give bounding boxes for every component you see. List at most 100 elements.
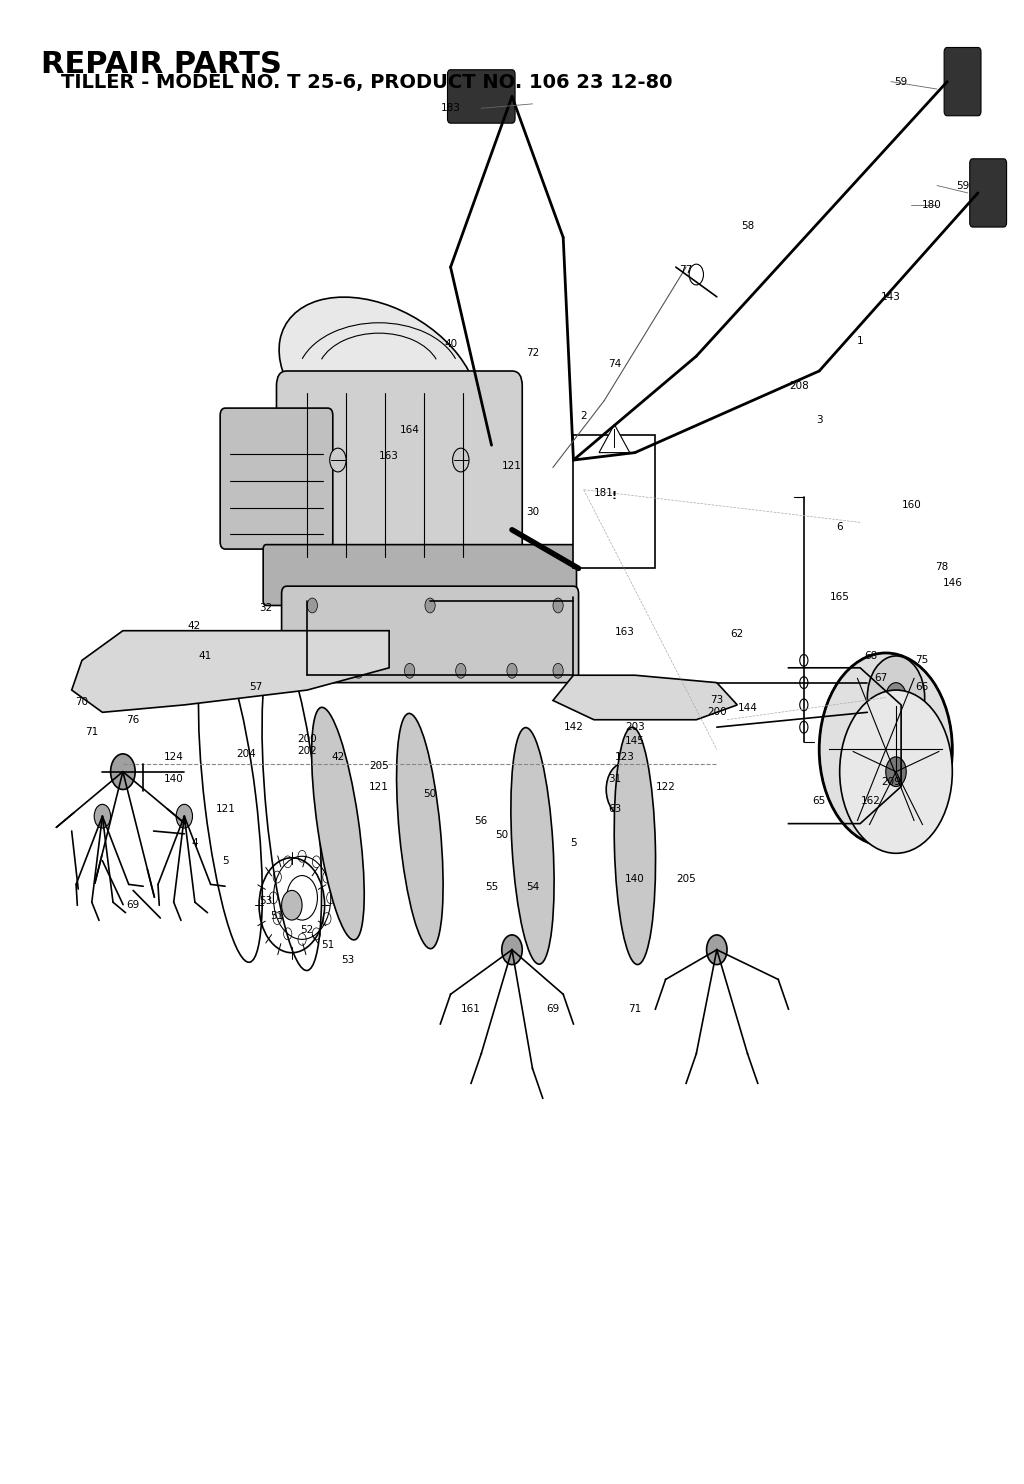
Circle shape — [94, 804, 111, 828]
Text: 71: 71 — [86, 727, 98, 736]
Circle shape — [867, 656, 925, 739]
Text: 200: 200 — [707, 708, 727, 717]
Ellipse shape — [396, 714, 443, 948]
Text: 202: 202 — [297, 746, 317, 755]
Text: 50: 50 — [496, 831, 508, 840]
Polygon shape — [599, 424, 630, 453]
Text: 183: 183 — [440, 104, 461, 113]
Text: 30: 30 — [526, 508, 539, 516]
Text: 59: 59 — [895, 77, 907, 86]
Text: 162: 162 — [860, 797, 881, 806]
Text: 42: 42 — [188, 622, 201, 631]
FancyBboxPatch shape — [276, 371, 522, 579]
Text: 123: 123 — [614, 752, 635, 761]
Text: 204: 204 — [236, 749, 256, 758]
Text: 180: 180 — [922, 200, 942, 209]
Text: 164: 164 — [399, 426, 420, 435]
Ellipse shape — [311, 708, 365, 939]
Text: 205: 205 — [676, 874, 696, 883]
Circle shape — [507, 663, 517, 678]
Circle shape — [606, 763, 643, 816]
Text: 63: 63 — [608, 804, 621, 813]
Text: 51: 51 — [322, 941, 334, 950]
Circle shape — [307, 598, 317, 613]
Polygon shape — [553, 675, 737, 720]
Text: 58: 58 — [741, 221, 754, 230]
Text: TILLER - MODEL NO. T 25-6, PRODUCT NO. 106 23 12-80: TILLER - MODEL NO. T 25-6, PRODUCT NO. 1… — [61, 73, 673, 92]
Text: 160: 160 — [901, 500, 922, 509]
Text: 56: 56 — [475, 816, 487, 825]
Text: 200: 200 — [297, 735, 317, 743]
Text: 53: 53 — [342, 956, 354, 965]
Circle shape — [840, 690, 952, 853]
Text: 165: 165 — [829, 592, 850, 601]
Polygon shape — [72, 631, 389, 712]
Text: 209: 209 — [881, 778, 901, 787]
Text: 69: 69 — [547, 1005, 559, 1014]
Text: 70: 70 — [76, 697, 88, 706]
Text: REPAIR PARTS: REPAIR PARTS — [41, 50, 282, 80]
Circle shape — [453, 448, 469, 472]
Text: 121: 121 — [215, 804, 236, 813]
Ellipse shape — [280, 297, 478, 460]
Text: 67: 67 — [874, 674, 887, 683]
FancyBboxPatch shape — [970, 159, 1007, 227]
Text: 31: 31 — [608, 775, 621, 784]
Text: 140: 140 — [164, 775, 184, 784]
Circle shape — [800, 654, 808, 666]
Circle shape — [111, 754, 135, 789]
Circle shape — [800, 677, 808, 689]
Text: 205: 205 — [369, 761, 389, 770]
Circle shape — [707, 935, 727, 965]
Text: 65: 65 — [813, 797, 825, 806]
Circle shape — [353, 663, 364, 678]
FancyBboxPatch shape — [282, 586, 579, 683]
Text: 50: 50 — [424, 789, 436, 798]
Text: 5: 5 — [570, 838, 577, 847]
Circle shape — [553, 663, 563, 678]
Text: 53: 53 — [260, 896, 272, 905]
Circle shape — [873, 732, 898, 767]
Text: 161: 161 — [461, 1005, 481, 1014]
Text: 54: 54 — [526, 883, 539, 892]
Text: 74: 74 — [608, 359, 621, 368]
Circle shape — [176, 804, 193, 828]
Circle shape — [307, 663, 317, 678]
Circle shape — [800, 721, 808, 733]
Text: 208: 208 — [788, 381, 809, 390]
Text: 59: 59 — [956, 181, 969, 190]
Text: 66: 66 — [915, 683, 928, 692]
Text: 62: 62 — [731, 629, 743, 638]
Text: 4: 4 — [191, 838, 198, 847]
Text: 145: 145 — [625, 736, 645, 745]
Text: 42: 42 — [332, 752, 344, 761]
Text: 78: 78 — [936, 562, 948, 571]
Text: 32: 32 — [260, 604, 272, 613]
Ellipse shape — [614, 727, 655, 965]
Circle shape — [689, 264, 703, 285]
Text: 77: 77 — [680, 266, 692, 275]
Circle shape — [404, 663, 415, 678]
FancyBboxPatch shape — [447, 70, 515, 123]
Text: 3: 3 — [816, 416, 822, 424]
Text: 121: 121 — [369, 782, 389, 791]
Text: 55: 55 — [485, 883, 498, 892]
Text: 140: 140 — [625, 874, 645, 883]
Text: 203: 203 — [625, 723, 645, 732]
Text: 163: 163 — [614, 628, 635, 637]
Text: 1: 1 — [857, 337, 863, 346]
Text: 143: 143 — [881, 292, 901, 301]
Text: 76: 76 — [127, 715, 139, 724]
Circle shape — [282, 890, 302, 920]
FancyBboxPatch shape — [263, 545, 577, 605]
Text: 146: 146 — [942, 579, 963, 588]
Circle shape — [330, 448, 346, 472]
Text: 124: 124 — [164, 752, 184, 761]
Text: !: ! — [611, 491, 617, 500]
Text: 6: 6 — [837, 522, 843, 531]
Circle shape — [886, 757, 906, 787]
Text: 2: 2 — [581, 411, 587, 420]
Text: 181: 181 — [594, 488, 614, 497]
Text: 122: 122 — [655, 782, 676, 791]
Text: 5: 5 — [222, 856, 228, 865]
